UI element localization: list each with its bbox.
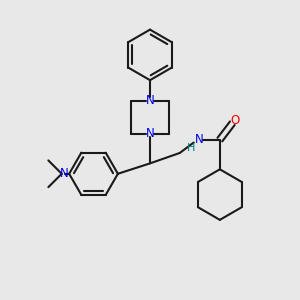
Text: N: N	[195, 133, 203, 146]
Text: H: H	[187, 143, 195, 153]
Text: N: N	[60, 167, 69, 180]
Text: N: N	[146, 94, 154, 107]
Text: O: O	[231, 114, 240, 127]
Text: N: N	[146, 127, 154, 140]
